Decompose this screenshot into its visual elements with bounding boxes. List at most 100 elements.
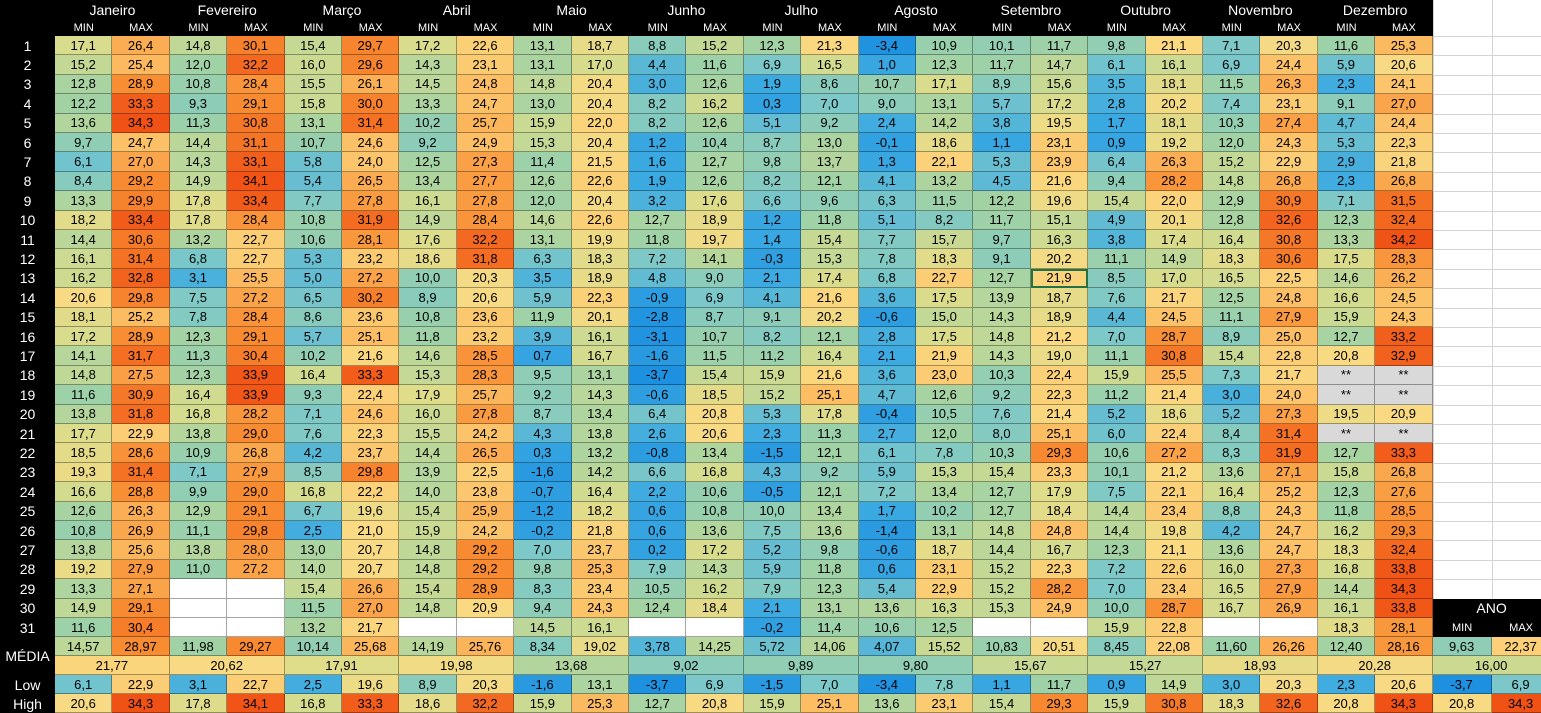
temp-cell[interactable]: 15,4 <box>801 230 859 250</box>
temp-cell[interactable]: 22,7 <box>916 268 974 289</box>
temp-cell[interactable]: 27,2 <box>227 288 285 308</box>
temp-cell[interactable]: 22,5 <box>1260 268 1318 289</box>
temp-cell[interactable]: 5,9 <box>1317 55 1376 75</box>
temp-cell[interactable]: 16,0 <box>1203 559 1261 580</box>
high-cell[interactable]: 20,6 <box>55 694 113 713</box>
temp-cell[interactable]: 17,8 <box>801 404 859 424</box>
temp-cell[interactable]: 14,8 <box>399 540 457 560</box>
temp-cell[interactable]: 21,6 <box>342 346 400 366</box>
temp-cell[interactable]: 29,0 <box>227 424 285 444</box>
temp-cell[interactable]: 8,2 <box>743 171 802 192</box>
temp-cell[interactable]: 7,4 <box>1203 94 1261 114</box>
temp-cell[interactable]: 30,6 <box>1260 249 1318 269</box>
temp-cell[interactable]: 8,2 <box>916 210 974 230</box>
temp-cell[interactable]: 12,5 <box>1203 288 1261 308</box>
temp-cell[interactable]: 26,3 <box>1145 152 1203 172</box>
temp-cell[interactable]: 28,3 <box>1375 249 1433 269</box>
temp-cell[interactable]: 19,6 <box>342 501 400 521</box>
temp-cell[interactable]: 17,4 <box>1145 230 1203 250</box>
temp-cell[interactable]: -1,2 <box>514 501 572 521</box>
temp-cell[interactable]: 24,5 <box>1145 307 1203 327</box>
temp-cell[interactable]: 8,6 <box>284 307 342 327</box>
temp-cell[interactable]: 28,4 <box>227 307 285 327</box>
temp-cell[interactable]: 22,3 <box>571 288 629 308</box>
temp-cell[interactable]: 4,1 <box>743 288 802 308</box>
low-cell[interactable]: 20,3 <box>1260 675 1318 695</box>
temp-cell[interactable]: 20,9 <box>456 598 515 618</box>
media-cell[interactable]: 12,40 <box>1317 637 1376 657</box>
temp-cell[interactable]: 28,1 <box>342 230 400 250</box>
temp-cell[interactable]: 23,7 <box>571 540 629 560</box>
low-cell[interactable]: 2,3 <box>1317 675 1376 695</box>
temp-cell[interactable]: 11,2 <box>1088 385 1146 405</box>
temp-cell[interactable]: 14,2 <box>916 113 974 133</box>
temp-cell[interactable]: 12,3 <box>169 365 228 386</box>
temp-cell[interactable]: 28,9 <box>112 327 170 347</box>
temp-cell[interactable]: 31,7 <box>112 346 170 366</box>
temp-cell[interactable]: 13,4 <box>571 404 629 424</box>
temp-cell[interactable]: 18,4 <box>1030 501 1089 521</box>
high-cell[interactable]: 25,1 <box>801 694 859 713</box>
temp-cell[interactable]: 28,5 <box>456 346 515 366</box>
temp-cell[interactable]: 32,9 <box>1375 346 1433 366</box>
temp-cell[interactable]: 27,3 <box>1260 404 1318 424</box>
temp-cell[interactable]: 4,4 <box>629 55 687 75</box>
ano-min-header[interactable]: MIN <box>1432 618 1492 638</box>
day-label[interactable]: 19 <box>0 385 55 405</box>
month-header-fevereiro[interactable]: Fevereiro <box>169 0 285 19</box>
temp-cell[interactable]: -2,8 <box>629 307 687 327</box>
temp-cell[interactable]: 12,3 <box>743 36 802 56</box>
temp-cell[interactable]: 19,2 <box>55 559 113 580</box>
high-cell[interactable]: 20,8 <box>1317 694 1376 713</box>
temp-cell[interactable]: 15,3 <box>801 249 859 269</box>
temp-cell[interactable]: 17,6 <box>399 230 457 250</box>
temp-cell[interactable]: 19,9 <box>571 230 629 250</box>
temp-cell[interactable]: 19,5 <box>1030 113 1089 133</box>
day-label[interactable]: 17 <box>0 346 55 366</box>
month-header-junho[interactable]: Junho <box>629 0 744 19</box>
temp-cell[interactable]: 10,8 <box>284 210 342 230</box>
temp-cell[interactable]: 23,9 <box>1030 152 1089 172</box>
temp-cell[interactable]: 4,3 <box>743 462 802 483</box>
day-label[interactable]: 13 <box>0 268 55 289</box>
low-cell[interactable]: -3,7 <box>629 675 687 695</box>
temp-cell[interactable] <box>227 579 285 599</box>
ano-header[interactable]: ANO <box>1432 598 1541 618</box>
temp-cell[interactable]: 15,9 <box>1088 618 1146 638</box>
temp-cell[interactable]: 26,6 <box>342 579 400 599</box>
temp-cell[interactable]: 22,7 <box>227 230 285 250</box>
temp-cell[interactable]: 10,2 <box>284 346 342 366</box>
high-cell[interactable]: 13,6 <box>858 694 916 713</box>
temp-cell[interactable]: 15,3 <box>916 462 974 483</box>
temp-cell[interactable]: 26,3 <box>112 501 170 521</box>
temp-cell[interactable]: 8,8 <box>1203 501 1261 521</box>
temp-cell[interactable]: 9,5 <box>514 365 572 386</box>
temp-cell[interactable]: 4,5 <box>973 171 1031 192</box>
day-label[interactable]: 11 <box>0 230 55 250</box>
temp-cell[interactable]: 24,4 <box>1375 113 1433 133</box>
temp-cell[interactable]: 13,8 <box>571 424 629 444</box>
day-label[interactable]: 1 <box>0 36 55 56</box>
temp-cell[interactable]: 8,2 <box>743 327 802 347</box>
temp-cell[interactable]: 25,2 <box>112 307 170 327</box>
temp-cell[interactable]: 14,9 <box>1145 249 1203 269</box>
temp-cell[interactable]: 7,2 <box>858 482 916 502</box>
temp-cell[interactable]: 8,5 <box>1088 268 1146 289</box>
low-cell[interactable]: 22,7 <box>227 675 285 695</box>
temp-cell[interactable]: 30,4 <box>227 346 285 366</box>
month-header-maio[interactable]: Maio <box>514 0 629 19</box>
temp-cell[interactable]: 18,3 <box>1203 249 1261 269</box>
temp-cell[interactable]: 8,6 <box>801 74 859 95</box>
temp-cell[interactable]: 20,1 <box>571 307 629 327</box>
temp-cell[interactable]: 24,5 <box>1375 288 1433 308</box>
temp-cell[interactable]: 26,3 <box>1260 74 1318 95</box>
temp-cell[interactable]: 15,9 <box>1317 307 1376 327</box>
temp-cell[interactable]: 3,1 <box>169 268 228 289</box>
media-month-cell[interactable]: 20,28 <box>1317 656 1433 676</box>
temp-cell[interactable]: 16,6 <box>55 482 113 502</box>
min-header[interactable]: MIN <box>1317 19 1376 36</box>
media-cell[interactable]: 8,34 <box>514 637 572 657</box>
temp-cell[interactable]: 23,2 <box>342 249 400 269</box>
temp-cell[interactable]: 15,6 <box>1030 74 1089 95</box>
temp-cell[interactable]: 23,2 <box>456 327 515 347</box>
